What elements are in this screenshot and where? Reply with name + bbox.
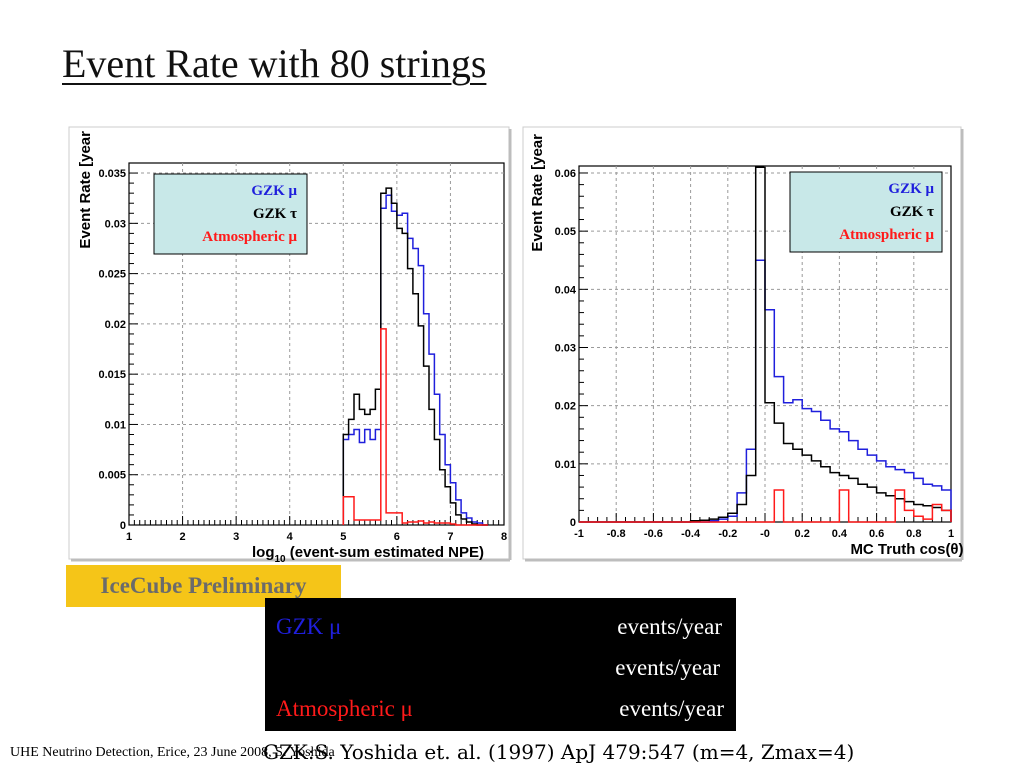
y-tick-label: 0.04 bbox=[555, 284, 577, 296]
gzk-reference-citation: GZK:S. Yoshida et. al. (1997) ApJ 479:54… bbox=[263, 740, 855, 764]
icecube-preliminary-label: IceCube Preliminary bbox=[66, 565, 341, 607]
y-tick-label: 0 bbox=[120, 520, 126, 532]
y-tick-label: 0.005 bbox=[98, 470, 126, 482]
slide-title: Event Rate with 80 strings bbox=[62, 41, 487, 86]
x-tick-label: 2 bbox=[180, 531, 186, 543]
y-tick-label: 0.01 bbox=[105, 419, 126, 431]
y-tick-label: 0.03 bbox=[555, 342, 576, 354]
y-tick-label: 0.03 bbox=[105, 218, 126, 230]
x-tick-label: -0 bbox=[760, 528, 770, 540]
x-tick-label: 1 bbox=[948, 528, 954, 540]
legend-box bbox=[153, 173, 308, 255]
histogram-series-gzk-μ bbox=[342, 194, 488, 526]
event-rate-summary-box: GZK μ events/year events/year Atmospheri… bbox=[265, 598, 736, 731]
legend-entry: Atmospheric μ bbox=[839, 227, 934, 243]
event-rate-unit: events/year bbox=[619, 696, 724, 721]
x-tick-label: -0.8 bbox=[607, 528, 626, 540]
x-tick-label: 0.8 bbox=[906, 528, 921, 540]
x-tick-label: 4 bbox=[287, 531, 294, 543]
legend-box bbox=[789, 171, 943, 253]
x-tick-label: -0.6 bbox=[644, 528, 663, 540]
y-tick-label: 0 bbox=[570, 517, 576, 529]
x-tick-label: 6 bbox=[394, 531, 400, 543]
y-tick-label: 0.02 bbox=[555, 401, 576, 413]
costheta-histogram-chart: -1 -0.8 -0.6 -0.4 -0.2 -0 0.2 0.4 0.6 0.8 1 0 0.01 0.… bbox=[522, 126, 964, 562]
y-tick-label: 0.025 bbox=[98, 269, 126, 281]
legend-entry: GZK τ bbox=[890, 204, 934, 220]
npe-histogram-chart: 1 2 3 4 5 6 7 8 0 0.005 0.01 0.015 0.02 0.025 0.03 0.03… bbox=[68, 126, 512, 564]
x-tick-label: 0.2 bbox=[795, 528, 810, 540]
x-tick-label: 3 bbox=[233, 531, 239, 543]
x-tick-label: -1 bbox=[574, 528, 584, 540]
event-rate-label: GZK μ bbox=[276, 614, 342, 639]
y-tick-label: 0.035 bbox=[98, 168, 126, 180]
legend-entry: GZK μ bbox=[251, 183, 297, 199]
y-axis-label: Event Rate [year bbox=[77, 131, 94, 249]
legend-entry: GZK μ bbox=[888, 181, 934, 197]
histogram-series-atmospheric-μ bbox=[579, 489, 952, 523]
event-rate-row-gzk-tau: events/year bbox=[265, 648, 736, 688]
slide-footer: UHE Neutrino Detection, Erice, 23 June 2… bbox=[10, 745, 335, 760]
event-rate-unit: events/year bbox=[615, 655, 720, 680]
y-tick-label: 0.015 bbox=[98, 369, 126, 381]
x-axis-label: MC Truth cos(θ) bbox=[850, 541, 963, 558]
legend-entry: Atmospheric μ bbox=[202, 229, 297, 245]
histogram-series-gzk-τ bbox=[342, 187, 488, 526]
x-tick-label: 0.4 bbox=[832, 528, 848, 540]
x-tick-label: 8 bbox=[501, 531, 507, 543]
y-tick-label: 0.01 bbox=[555, 459, 576, 471]
x-tick-label: -0.2 bbox=[718, 528, 737, 540]
event-rate-row-atm-mu: Atmospheric μ events/year bbox=[265, 689, 736, 729]
histogram-series-atmospheric-μ bbox=[342, 328, 488, 526]
event-rate-label: Atmospheric μ bbox=[276, 696, 413, 721]
y-tick-label: 0.05 bbox=[555, 226, 576, 238]
x-tick-label: 0.6 bbox=[869, 528, 884, 540]
x-tick-label: -0.4 bbox=[681, 528, 701, 540]
x-tick-label: 1 bbox=[126, 531, 132, 543]
y-tick-label: 0.02 bbox=[105, 319, 126, 331]
y-tick-label: 0.06 bbox=[555, 168, 576, 180]
x-axis-label: log10 (event-sum estimated NPE) bbox=[252, 544, 484, 564]
y-axis-label: Event Rate [year bbox=[529, 134, 546, 252]
x-tick-label: 5 bbox=[340, 531, 346, 543]
x-tick-label: 7 bbox=[447, 531, 453, 543]
event-rate-row-gzk-mu: GZK μ events/year bbox=[265, 607, 736, 647]
legend-entry: GZK τ bbox=[253, 206, 297, 222]
event-rate-unit: events/year bbox=[617, 614, 722, 639]
